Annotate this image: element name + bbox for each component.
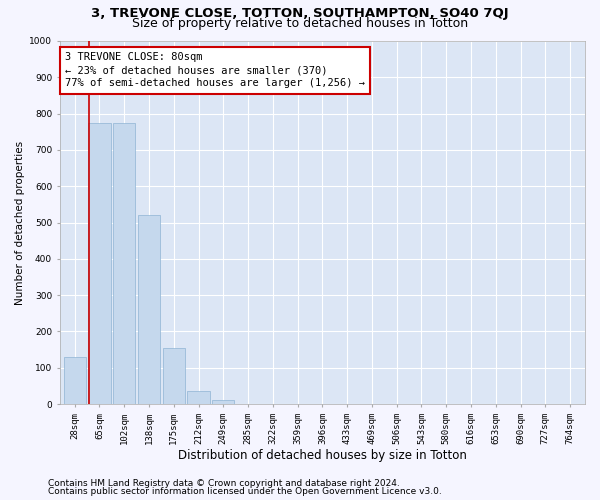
Text: Contains HM Land Registry data © Crown copyright and database right 2024.: Contains HM Land Registry data © Crown c… — [48, 478, 400, 488]
Text: 3 TREVONE CLOSE: 80sqm
← 23% of detached houses are smaller (370)
77% of semi-de: 3 TREVONE CLOSE: 80sqm ← 23% of detached… — [65, 52, 365, 88]
Bar — [88, 122, 110, 404]
Bar — [187, 390, 209, 404]
Bar — [64, 357, 86, 404]
Bar — [113, 122, 136, 404]
Bar — [138, 216, 160, 404]
Text: 3, TREVONE CLOSE, TOTTON, SOUTHAMPTON, SO40 7QJ: 3, TREVONE CLOSE, TOTTON, SOUTHAMPTON, S… — [91, 8, 509, 20]
Text: Contains public sector information licensed under the Open Government Licence v3: Contains public sector information licen… — [48, 487, 442, 496]
Bar — [212, 400, 235, 404]
Y-axis label: Number of detached properties: Number of detached properties — [15, 140, 25, 304]
X-axis label: Distribution of detached houses by size in Totton: Distribution of detached houses by size … — [178, 450, 467, 462]
Bar — [163, 348, 185, 404]
Text: Size of property relative to detached houses in Totton: Size of property relative to detached ho… — [132, 18, 468, 30]
